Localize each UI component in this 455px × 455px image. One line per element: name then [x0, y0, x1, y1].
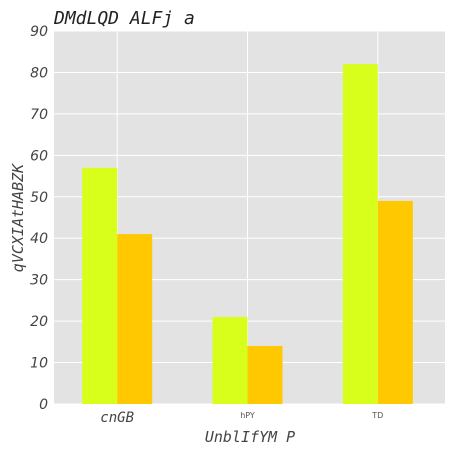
y-tick-label: 80: [30, 65, 48, 81]
y-tick-label: 70: [30, 107, 48, 123]
y-tick-label: 90: [30, 24, 48, 40]
x-tick-label: cnGB: [100, 410, 134, 426]
x-tick-labels: cnGB hPY TD: [100, 410, 383, 426]
x-tick-label: hPY: [240, 411, 255, 420]
y-tick-label: 10: [30, 356, 48, 372]
bar-series-2: [247, 345, 283, 404]
bar-series-2: [377, 200, 413, 404]
bar-series-2: [117, 234, 153, 404]
y-tick-labels: 0 10 20 30 40 50 60 70 80 90: [30, 24, 48, 413]
y-tick-label: 20: [30, 314, 48, 330]
x-tick-label: TD: [371, 411, 383, 420]
bar-series-1: [342, 64, 378, 405]
y-axis-label: qVCXIAtHABZK: [9, 163, 27, 272]
y-tick-label: 40: [30, 231, 48, 247]
y-tick-label: 30: [30, 273, 48, 289]
y-tick-label: 60: [30, 148, 48, 164]
y-tick-label: 50: [30, 190, 48, 206]
y-tick-label: 0: [39, 397, 48, 413]
bar-series-1: [82, 167, 118, 404]
bar-series-1: [212, 316, 248, 404]
bars: [82, 64, 413, 405]
chart-title: DMdLQD ALFj a: [53, 8, 195, 29]
x-axis-label: UnblIfYM P: [205, 428, 295, 446]
